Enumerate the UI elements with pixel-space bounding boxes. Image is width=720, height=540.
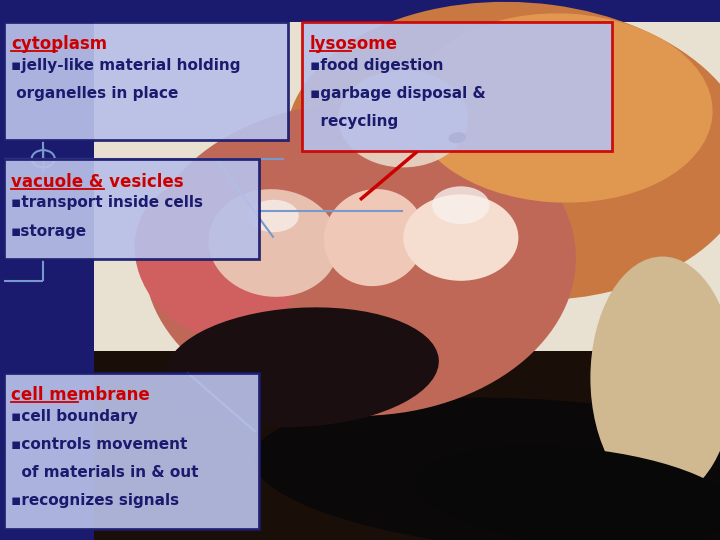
Bar bbox=[94, 0, 720, 540]
Ellipse shape bbox=[253, 397, 720, 540]
Text: cytoplasm: cytoplasm bbox=[11, 35, 107, 53]
Ellipse shape bbox=[135, 179, 297, 339]
Ellipse shape bbox=[144, 103, 576, 416]
Ellipse shape bbox=[209, 189, 338, 297]
Ellipse shape bbox=[415, 446, 720, 540]
Text: cell membrane: cell membrane bbox=[11, 386, 150, 404]
Ellipse shape bbox=[166, 307, 439, 427]
Ellipse shape bbox=[403, 194, 518, 281]
Text: of materials in & out: of materials in & out bbox=[11, 465, 198, 480]
Text: recycling: recycling bbox=[310, 114, 398, 129]
Text: lysosome: lysosome bbox=[310, 35, 397, 53]
Text: vacuole & vesicles: vacuole & vesicles bbox=[11, 173, 184, 191]
Text: ▪storage: ▪storage bbox=[11, 224, 87, 239]
Text: ▪jelly-like material holding: ▪jelly-like material holding bbox=[11, 58, 240, 73]
Text: ▪food digestion: ▪food digestion bbox=[310, 58, 443, 73]
FancyBboxPatch shape bbox=[4, 159, 259, 259]
Text: ▪recognizes signals: ▪recognizes signals bbox=[11, 493, 179, 508]
Text: ▪transport inside cells: ▪transport inside cells bbox=[11, 195, 203, 211]
Text: ▪controls movement: ▪controls movement bbox=[11, 437, 187, 452]
Text: ▪garbage disposal &: ▪garbage disposal & bbox=[310, 86, 485, 101]
Ellipse shape bbox=[449, 132, 466, 143]
Bar bbox=[0, 0, 720, 22]
FancyBboxPatch shape bbox=[302, 22, 612, 151]
FancyBboxPatch shape bbox=[4, 22, 288, 140]
Ellipse shape bbox=[285, 2, 720, 301]
Text: organelles in place: organelles in place bbox=[11, 86, 178, 101]
Ellipse shape bbox=[324, 189, 425, 286]
FancyBboxPatch shape bbox=[4, 373, 259, 529]
Ellipse shape bbox=[432, 186, 490, 224]
Ellipse shape bbox=[248, 200, 299, 232]
Text: ▪cell boundary: ▪cell boundary bbox=[11, 409, 138, 424]
Ellipse shape bbox=[338, 70, 468, 167]
Bar bbox=[0, 0, 94, 540]
Bar bbox=[94, 351, 720, 540]
Ellipse shape bbox=[410, 14, 713, 202]
Ellipse shape bbox=[590, 256, 720, 500]
